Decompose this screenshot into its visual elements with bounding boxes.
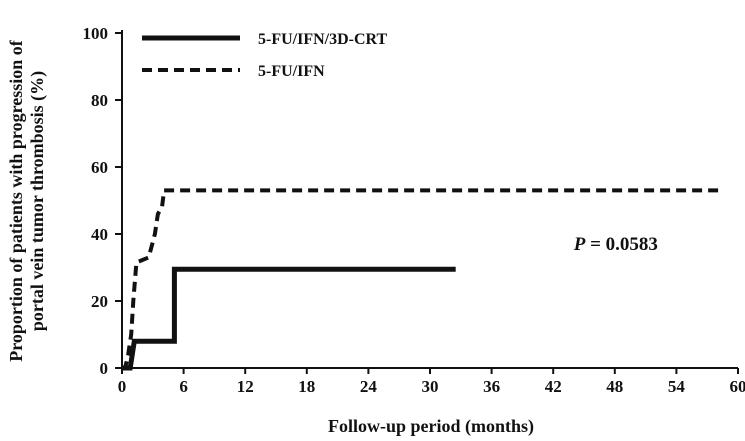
x-tick-label: 42 [545,377,562,396]
x-tick-label: 30 [422,377,439,396]
legend-label-1: 5-FU/IFN/3D-CRT [258,31,388,48]
axes: 0 20 40 60 80 100 0 6 12 18 24 30 36 42 48 54 60 [83,24,745,396]
y-tick-label: 100 [83,24,109,43]
y-tick-label: 60 [91,158,108,177]
x-axis-title: Follow-up period (months) [328,416,534,437]
x-tick-label: 12 [237,377,254,396]
y-tick-label: 80 [91,91,108,110]
y-axis-title-line-1: Proportion of patients with progression … [6,39,26,362]
y-axis-title: Proportion of patients with progression … [6,39,48,362]
x-tick-label: 54 [668,377,686,396]
legend: 5-FU/IFN/3D-CRT 5-FU/IFN [142,31,388,80]
x-tick-label: 48 [606,377,623,396]
y-axis-title-line-2: portal vein tumor thrombosis (%) [27,71,48,331]
series-line-1 [122,266,456,371]
legend-label-2: 5-FU/IFN [258,63,325,80]
series-line-2 [122,188,723,370]
x-tick-label: 0 [118,377,127,396]
x-tick-label: 36 [483,377,500,396]
x-tick-label: 60 [730,377,745,396]
y-tick-label: 20 [91,292,108,311]
x-tick-label: 18 [298,377,315,396]
p-value-symbol: P [573,234,586,255]
y-tick-label: 40 [91,225,108,244]
series-layer [122,188,723,371]
p-value-text: = 0.0583 [585,234,658,255]
p-value-annotation: P = 0.0583 [573,234,658,255]
x-tick-label: 6 [179,377,188,396]
y-tick-label: 0 [100,359,109,378]
x-tick-label: 24 [360,377,378,396]
